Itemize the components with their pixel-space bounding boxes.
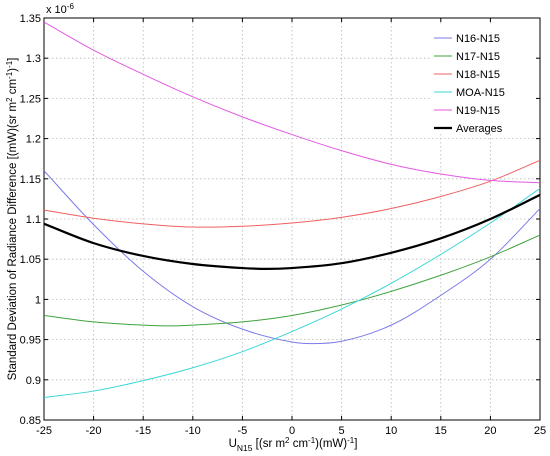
y-exponent-label: x 10-6 — [46, 2, 74, 16]
x-tick-label: 15 — [435, 425, 447, 437]
series-line-averages — [44, 193, 540, 270]
x-tick-label: -20 — [86, 425, 102, 437]
x-tick-label: -15 — [135, 425, 151, 437]
x-tick-label: 10 — [385, 425, 397, 437]
series-line-moa-n15 — [44, 188, 540, 398]
legend-label-n17-n15: N17-N15 — [456, 51, 500, 63]
y-tick-label: 1.2 — [26, 134, 41, 146]
y-axis-label: Standard Deviation of Radiance Differenc… — [5, 58, 19, 381]
y-tick-label: 1.3 — [26, 53, 41, 65]
x-tick-label: 0 — [289, 425, 295, 437]
ticks: -25 -20 -15 -10 -5 0 5 10 15 20 25 0.85 0.9 0.95 1 1.05… — [20, 13, 547, 437]
series-line-n19-n15 — [44, 21, 540, 184]
y-tick-label: 1.35 — [20, 13, 41, 25]
legend-label-moa-n15: MOA-N15 — [456, 87, 505, 99]
x-axis-label: UN15 [(sr m2 cm-1)(mW)-1] — [229, 436, 358, 453]
legend-label-n16-n15: N16-N15 — [456, 33, 500, 45]
series-line-n16-n15 — [44, 170, 540, 345]
y-tick-label: 0.95 — [20, 335, 41, 347]
y-tick-label: 0.85 — [20, 415, 41, 427]
x-tick-label: -5 — [238, 425, 248, 437]
y-tick-label: 1.25 — [20, 93, 41, 105]
legend-label-n18-n15: N18-N15 — [456, 69, 500, 81]
legend: N16-N15 N17-N15 N18-N15 MOA-N15 N19-N15 Avera… — [430, 24, 536, 135]
y-tick-label: 1.15 — [20, 174, 41, 186]
x-tick-label: 5 — [339, 425, 345, 437]
series-line-n18-n15 — [44, 159, 540, 228]
legend-label-n19-n15: N19-N15 — [456, 105, 500, 117]
y-tick-label: 0.9 — [26, 375, 41, 387]
legend-label-averages: Averages — [456, 123, 503, 135]
x-tick-label: -25 — [36, 425, 52, 437]
x-tick-label: -10 — [185, 425, 201, 437]
legend-box — [430, 24, 536, 132]
y-tick-label: 1.05 — [20, 254, 41, 266]
x-tick-label: 25 — [534, 425, 546, 437]
x-tick-label: 20 — [484, 425, 496, 437]
series — [44, 21, 540, 398]
y-tick-label: 1 — [35, 294, 41, 306]
series-line-n17-n15 — [44, 234, 540, 327]
y-tick-label: 1.1 — [26, 214, 41, 226]
